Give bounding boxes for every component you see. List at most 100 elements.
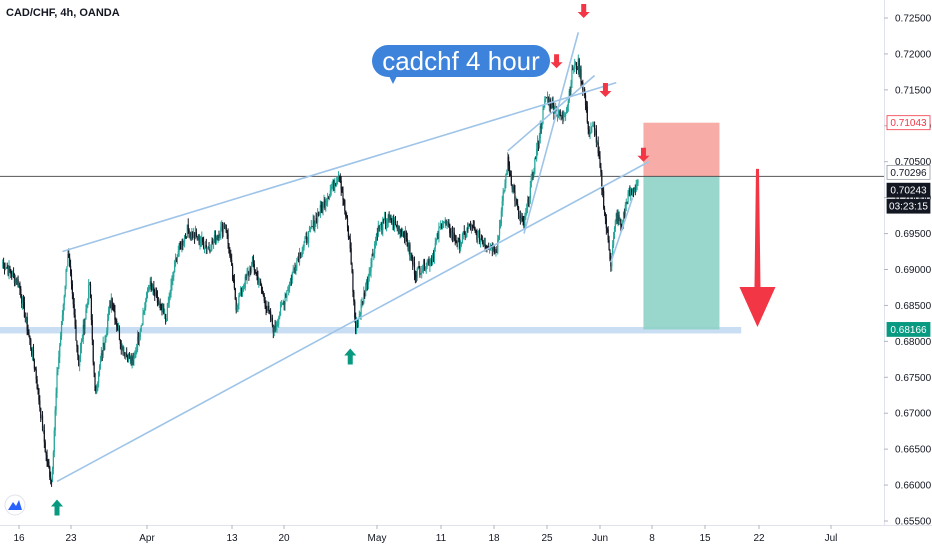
candle — [295, 268, 297, 270]
tradingview-logo-icon[interactable] — [4, 494, 26, 516]
candle — [89, 284, 92, 299]
candle — [177, 251, 179, 255]
candle — [432, 255, 435, 258]
candle — [290, 278, 293, 280]
candle — [502, 192, 504, 201]
candle — [201, 237, 203, 243]
candle — [573, 68, 575, 70]
candle — [430, 259, 432, 264]
candle — [438, 227, 440, 238]
candle — [191, 231, 193, 237]
candle — [515, 198, 517, 202]
candle — [457, 238, 459, 244]
callout-bubble[interactable]: cadchf 4 hour — [372, 45, 550, 84]
price-badge-stop-loss[interactable]: 0.71043 — [886, 115, 931, 131]
candle — [468, 224, 470, 229]
candle — [185, 236, 188, 238]
candle — [491, 247, 493, 251]
symbol-label[interactable]: CAD/CHF, 4h, OANDA — [6, 7, 120, 19]
candle — [260, 281, 262, 286]
candle — [136, 350, 138, 352]
wedge-right-trendline[interactable] — [507, 74, 596, 152]
candle — [112, 307, 114, 310]
candle — [51, 468, 54, 483]
candle — [31, 350, 34, 355]
candle — [248, 271, 250, 275]
candle — [43, 430, 45, 443]
candle — [9, 266, 11, 271]
candle — [137, 336, 140, 342]
candle — [615, 213, 617, 221]
take-profit-zone[interactable] — [643, 176, 720, 330]
candle — [276, 324, 278, 328]
candle — [486, 247, 488, 249]
candle — [628, 190, 630, 194]
candle — [197, 235, 199, 240]
candle — [285, 296, 287, 298]
candle — [482, 241, 484, 246]
candle — [546, 97, 549, 99]
candle — [424, 269, 426, 271]
candle — [296, 260, 298, 269]
badge-text: 0.70296 — [890, 168, 927, 179]
price-badge-target[interactable]: 0.68166 — [886, 322, 931, 337]
candle — [509, 173, 512, 176]
candle — [134, 356, 136, 358]
candle — [494, 250, 496, 253]
candle — [180, 244, 182, 249]
candle — [281, 303, 283, 305]
price-badge-entry[interactable]: 0.70296 — [886, 164, 931, 180]
candle — [104, 341, 106, 346]
candle — [602, 189, 604, 192]
candle — [73, 304, 75, 315]
support-zone[interactable] — [0, 326, 742, 334]
stop-loss-zone[interactable] — [643, 122, 720, 177]
candle — [66, 266, 68, 270]
candle — [545, 97, 547, 99]
candle — [626, 202, 628, 203]
candle — [636, 183, 638, 184]
candle — [262, 293, 264, 296]
wedge-left-trendline[interactable] — [523, 32, 580, 234]
candle — [23, 302, 26, 317]
candle — [323, 200, 325, 203]
candle — [251, 257, 254, 263]
candle — [261, 290, 264, 294]
candle — [558, 110, 560, 115]
candle — [141, 324, 143, 326]
candle — [288, 281, 291, 289]
candle — [384, 217, 386, 221]
candle — [86, 304, 88, 310]
candle — [121, 347, 123, 351]
candle — [42, 430, 45, 432]
y-tick-label: 0.68500 — [895, 301, 932, 312]
candle — [440, 223, 442, 228]
candle — [517, 206, 520, 218]
candle — [592, 124, 594, 127]
candle — [475, 230, 477, 233]
bear-flag-trendline[interactable] — [610, 197, 634, 263]
candle — [595, 130, 597, 143]
candle — [224, 224, 226, 227]
candle — [240, 288, 242, 295]
candle — [328, 195, 331, 200]
price-badge-current[interactable]: 0.70243 — [886, 182, 931, 198]
candle — [421, 271, 423, 274]
candle — [93, 362, 95, 374]
candle — [58, 357, 60, 369]
candle — [629, 190, 631, 196]
price-badge-countdown[interactable]: 03:23:15 — [886, 198, 931, 214]
candle — [484, 243, 486, 247]
y-tick-label: 0.69500 — [895, 229, 932, 240]
candle — [501, 200, 503, 211]
candle — [454, 239, 456, 241]
channel-upper-trendline[interactable] — [62, 81, 617, 253]
candle — [117, 326, 119, 330]
candle — [373, 253, 375, 255]
channel-lower-trendline[interactable] — [56, 161, 650, 483]
candle — [82, 324, 84, 340]
candle — [390, 216, 392, 223]
candle — [10, 270, 12, 275]
candle — [517, 204, 519, 207]
